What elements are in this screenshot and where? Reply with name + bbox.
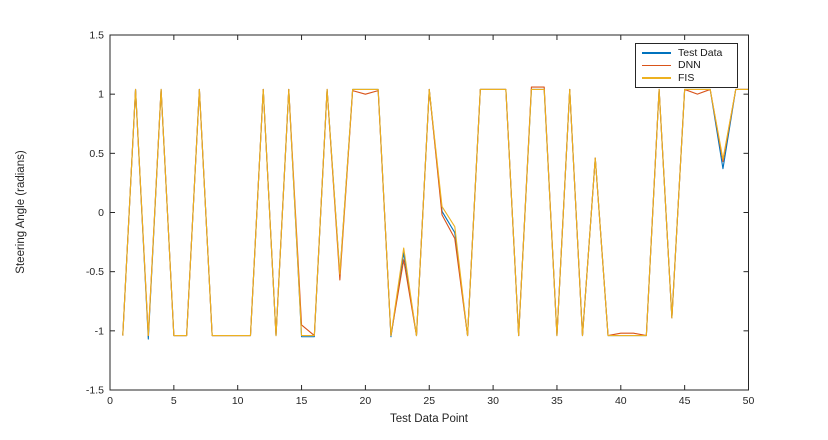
x-tick-label: 25 (423, 395, 435, 407)
x-tick-label: 5 (171, 395, 177, 407)
x-tick-label: 30 (487, 395, 499, 407)
x-axis-label: Test Data Point (390, 413, 468, 425)
y-tick-label: 1.5 (89, 30, 104, 42)
legend-label-test-data: Test Data (678, 46, 723, 59)
y-tick-label: 0.5 (89, 148, 104, 160)
legend-line-swatch-fis (642, 77, 671, 79)
x-tick-label: 15 (296, 395, 308, 407)
legend-item-dnn: DNN (642, 60, 733, 71)
x-tick-label: 35 (551, 395, 563, 407)
x-tick-label: 40 (615, 395, 627, 407)
legend-label-dnn: DNN (678, 59, 701, 72)
y-tick-label: -1.5 (86, 385, 104, 397)
x-tick-label: 10 (232, 395, 244, 407)
legend: Test Data DNN FIS (635, 43, 738, 88)
legend-line-swatch-test-data (642, 52, 671, 54)
y-axis-label: Steering Angle (radians) (15, 150, 27, 274)
y-tick-label: -0.5 (86, 266, 104, 278)
legend-line-swatch-dnn (642, 64, 671, 67)
legend-item-fis: FIS (642, 73, 733, 84)
series-line-fis (122, 88, 749, 337)
series-line-test-data (122, 88, 749, 340)
y-tick-label: -1 (95, 325, 104, 337)
x-tick-label: 45 (679, 395, 691, 407)
x-tick-label: 0 (107, 395, 113, 407)
legend-item-test-data: Test Data (642, 48, 733, 59)
y-tick-label: 0 (98, 207, 104, 219)
x-tick-label: 20 (360, 395, 372, 407)
y-tick-label: 1 (98, 89, 104, 101)
series-line-dnn (122, 86, 749, 337)
legend-label-fis: FIS (678, 71, 695, 84)
x-tick-label: 50 (743, 395, 755, 407)
